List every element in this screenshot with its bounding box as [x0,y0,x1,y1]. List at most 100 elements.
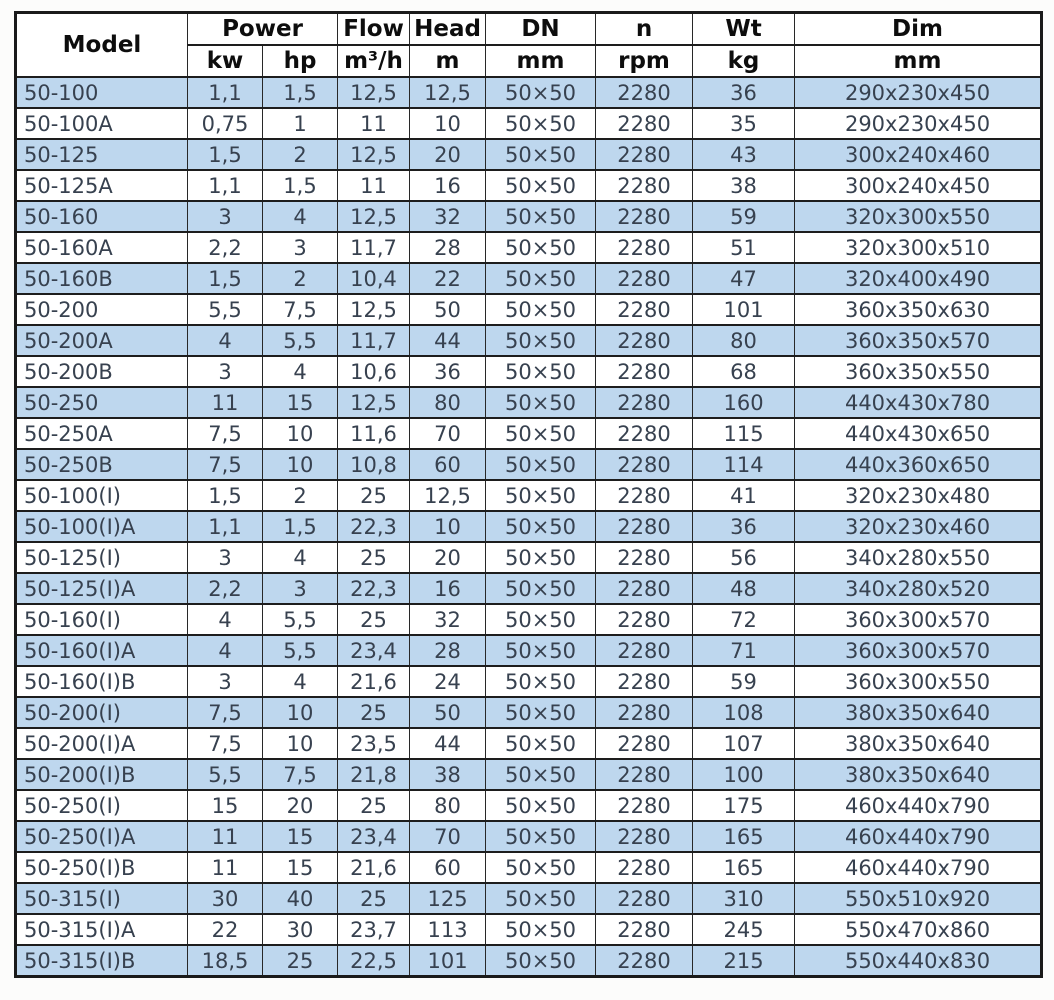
cell-value: 30 [261,913,339,946]
cell-value: 108 [692,696,796,729]
cell-value: 50×50 [485,107,597,140]
cell-value: 21,8 [337,758,411,791]
cell-value: 25 [337,789,411,822]
cell-value: 7,5 [187,727,263,760]
cell-value: 320x300x510 [794,231,1043,264]
cell-value: 50×50 [485,510,597,543]
cell-value: 290x230x450 [794,76,1043,109]
cell-value: 25 [337,882,411,915]
cell-model: 50-200(I)A [15,727,188,760]
cell-model: 50-100A [15,107,188,140]
cell-value: 50×50 [485,944,597,978]
header-row-groups: Model Power Flow Head DN n Wt Dim [15,11,1043,78]
cell-value: 3 [187,200,263,233]
cell-value: 360x300x570 [794,634,1043,667]
table-row: 50-250(I) 15 20 25 80 50×50 2280 175 460x440x790 [15,789,1043,822]
cell-value: 2280 [595,541,694,574]
cell-value: 25 [337,541,411,574]
cell-value: 24 [409,665,487,698]
table-row: 50-200 5,5 7,5 12,5 50 50×50 2280 101 360x350x63… [15,293,1043,326]
cell-value: 50×50 [485,355,597,388]
table-row: 50-125 1,5 2 12,5 20 50×50 2280 43 300x240x460 [15,138,1043,171]
cell-value: 41 [692,479,796,512]
cell-value: 10 [261,417,339,450]
cell-value: 50 [409,696,487,729]
cell-value: 20 [409,541,487,574]
cell-value: 3 [187,541,263,574]
cell-value: 23,5 [337,727,411,760]
cell-value: 2280 [595,138,694,171]
cell-value: 5,5 [187,758,263,791]
cell-value: 165 [692,820,796,853]
cell-value: 15 [261,386,339,419]
cell-value: 68 [692,355,796,388]
cell-value: 23,7 [337,913,411,946]
cell-value: 25 [337,479,411,512]
cell-value: 320x230x480 [794,479,1043,512]
table-body: 50-100 1,1 1,5 12,5 12,5 50×50 2280 36 290x230x4… [15,76,1043,978]
cell-model: 50-200 [15,293,188,326]
cell-value: 50×50 [485,758,597,791]
table-row: 50-100A 0,75 1 11 10 50×50 2280 35 290x230x450 [15,107,1043,140]
cell-value: 10 [409,107,487,140]
cell-value: 550x440x830 [794,944,1043,978]
cell-model: 50-100(I)A [15,510,188,543]
cell-value: 2280 [595,169,694,202]
cell-value: 0,75 [187,107,263,140]
cell-model: 50-100(I) [15,479,188,512]
cell-value: 2280 [595,665,694,698]
pump-spec-table: Model Power Flow Head DN n Wt Dim kw hp m³/h m mm rpm… [14,11,1044,978]
cell-value: 1,5 [187,479,263,512]
cell-value: 50×50 [485,386,597,419]
cell-value: 245 [692,913,796,946]
table-row: 50-315(I)B 18,5 25 22,5 101 50×50 2280 215 550x4… [15,944,1043,978]
header-unit-7: mm [794,44,1043,78]
cell-value: 1,1 [187,510,263,543]
cell-value: 60 [409,851,487,884]
cell-value: 4 [187,324,263,357]
cell-model: 50-200B [15,355,188,388]
cell-value: 11,6 [337,417,411,450]
cell-value: 101 [692,293,796,326]
cell-value: 11,7 [337,231,411,264]
cell-value: 2280 [595,789,694,822]
cell-value: 115 [692,417,796,450]
cell-value: 2280 [595,758,694,791]
cell-value: 2280 [595,634,694,667]
cell-model: 50-250B [15,448,188,481]
cell-model: 50-250(I)B [15,851,188,884]
cell-value: 44 [409,727,487,760]
cell-value: 2280 [595,727,694,760]
cell-value: 2280 [595,76,694,109]
table-row: 50-160(I) 4 5,5 25 32 50×50 2280 72 360x300x570 [15,603,1043,636]
cell-value: 22 [187,913,263,946]
cell-value: 2280 [595,510,694,543]
cell-value: 22,5 [337,944,411,978]
table-row: 50-160 3 4 12,5 32 50×50 2280 59 320x300x550 [15,200,1043,233]
cell-value: 340x280x550 [794,541,1043,574]
header-unit-4: mm [485,44,597,78]
cell-value: 107 [692,727,796,760]
cell-value: 440x360x650 [794,448,1043,481]
cell-model: 50-200(I) [15,696,188,729]
cell-value: 320x400x490 [794,262,1043,295]
table-row: 50-160(I)B 3 4 21,6 24 50×50 2280 59 360x300x550 [15,665,1043,698]
cell-value: 59 [692,200,796,233]
cell-value: 7,5 [261,758,339,791]
cell-value: 2280 [595,479,694,512]
cell-value: 50×50 [485,76,597,109]
cell-value: 5,5 [261,324,339,357]
cell-value: 2280 [595,603,694,636]
cell-value: 1,5 [261,169,339,202]
table-row: 50-200(I)A 7,5 10 23,5 44 50×50 2280 107 380x350… [15,727,1043,760]
cell-value: 12,5 [337,386,411,419]
cell-value: 10,8 [337,448,411,481]
cell-value: 22,3 [337,572,411,605]
table-row: 50-250B 7,5 10 10,8 60 50×50 2280 114 440x360x65… [15,448,1043,481]
cell-value: 340x280x520 [794,572,1043,605]
cell-value: 36 [409,355,487,388]
cell-value: 70 [409,820,487,853]
table-row: 50-100 1,1 1,5 12,5 12,5 50×50 2280 36 290x230x4… [15,76,1043,109]
header-unit-2: m³/h [337,44,411,78]
